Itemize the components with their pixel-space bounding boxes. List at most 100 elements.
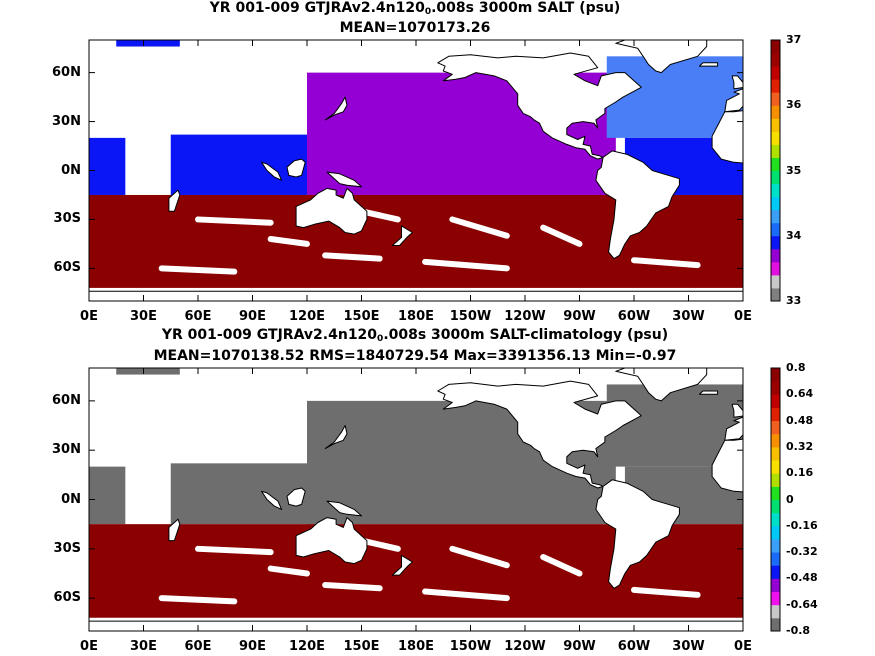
panel1-title: YR 001-009 GTJRAv2.4n1200.008s 3000m SAL… [209,0,621,17]
colorbar-tick-label: 34 [786,228,802,242]
y-tick-label: 0N [61,162,81,178]
colorbar-tick-label: 0.8 [786,361,806,374]
colorbar-swatch [771,40,780,54]
land-eurasia [724,416,743,441]
arctic-field [116,368,180,375]
mask-streak-5 [158,595,238,605]
land-japan [324,96,348,121]
colorbar-swatch [771,287,780,302]
x-tick-label: 60W [617,309,651,324]
mask-streak-9 [267,236,310,247]
panel1-stats: MEAN=1070173.26 [339,20,491,36]
land-japan [324,425,348,449]
land-north-america [437,52,642,160]
mask-streak-7 [422,588,510,602]
colorbar-tick-label: 0.16 [786,466,814,480]
x-tick-label: 90W [563,309,596,324]
x-tick-label: 90E [239,639,266,654]
y-tick-label: 30S [53,540,81,556]
land-iceland [698,62,719,67]
mask-streak-7 [422,258,510,272]
colorbar-swatch [771,157,780,171]
x-tick-label: 90E [239,309,266,324]
y-tick-label: 60N [52,64,81,80]
x-tick-label: 60E [184,639,212,654]
colorbar-tick-label: -0.8 [786,624,811,637]
land-north-america [437,380,642,489]
x-tick-label: 60W [617,639,651,654]
colorbar-swatch [771,209,780,224]
colorbar-swatch [771,538,780,553]
mask-streak-8 [631,257,701,269]
land-greenland [615,368,708,402]
x-tick-label: 0E [80,639,98,654]
colorbar-swatch [771,131,780,145]
land-europe-africa [711,438,743,493]
land-new-guinea [326,171,362,188]
x-tick-label: 150W [449,639,492,654]
colorbar-swatch [771,617,780,632]
mask-streak-2 [358,208,401,223]
land-madagascar [168,189,181,212]
x-tick-label: 30E [130,639,157,654]
colorbar-swatch [771,222,780,237]
y-tick-label: 60S [53,590,81,606]
colorbar-tick-label: -0.64 [786,597,818,611]
colorbar-swatch [771,499,780,514]
colorbar-swatch [771,552,780,566]
mask-streak-8 [631,586,701,598]
x-tick-label: 180E [397,309,435,324]
x-tick-label: 150W [449,309,492,324]
colorbar-swatch [771,144,780,158]
mask-streak-4 [540,224,583,247]
colorbar-swatch [771,368,780,382]
map-panel-1 [88,39,781,302]
colorbar-swatch [771,235,780,250]
y-tick-label: 30N [52,113,81,129]
colorbar-swatch [771,118,780,132]
mask-streak-1 [195,545,274,556]
land-madagascar [168,518,181,542]
land-borneo-indonesia [286,158,306,178]
y-tick-label: 0N [61,491,81,507]
land-south-america [595,150,680,260]
colorbar-swatch [771,274,780,289]
panel2-stats: MEAN=1070138.52 RMS=1840729.54 Max=33913… [153,348,677,364]
colorbar-tick-label: 0.64 [786,387,814,401]
land-new-zealand [391,225,413,246]
x-tick-label: 120E [288,639,326,654]
mask-streak-3 [449,545,510,569]
colorbar-swatch [771,460,780,474]
mask-streak-1 [195,216,274,226]
mask-streak-6 [322,581,383,592]
mask-streak-3 [449,216,510,239]
colorbar-swatch [771,525,780,540]
x-tick-label: 120E [288,309,326,324]
colorbar-swatch [771,381,780,395]
land-sumatra [261,161,283,181]
indian-ocean-field [170,463,307,525]
mask-streak-9 [267,565,310,577]
x-tick-label: 30E [130,309,157,324]
colorbar-swatch [771,261,780,276]
colorbar-swatch [771,407,780,422]
x-tick-label: 0E [80,309,98,324]
x-tick-label: 150E [343,309,380,324]
colorbar-swatch [771,248,780,263]
land-uk [731,403,743,418]
colorbar-tick-label: 0 [786,492,794,506]
land-uk [731,75,743,90]
x-tick-label: 180E [397,639,435,654]
colorbar-tick-label: -0.48 [786,571,818,585]
land-borneo-indonesia [286,487,306,507]
colorbar-swatch [771,486,780,500]
y-tick-label: 60S [53,260,81,276]
arctic-field [116,40,180,47]
colorbar-swatch [771,79,780,93]
colorbar-swatch [771,53,780,67]
colorbar-swatch [771,66,780,80]
land-iceland [698,390,719,395]
land-australia [295,517,368,565]
colorbar-tick-label: 36 [786,98,802,112]
